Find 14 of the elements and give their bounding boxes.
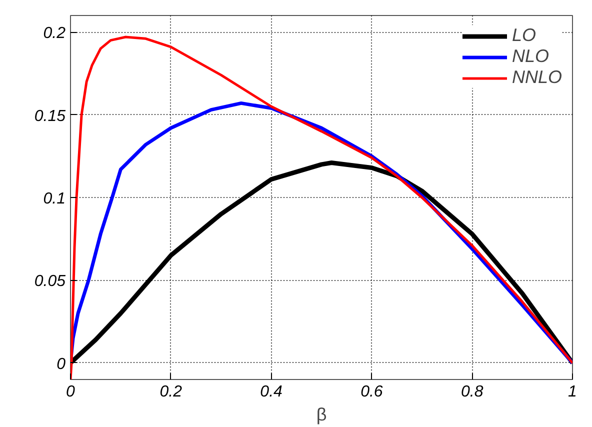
x-tick-label: 1 — [568, 384, 577, 400]
x-tick-label: 0.4 — [260, 384, 283, 400]
x-tick-label: 0.8 — [460, 384, 484, 400]
legend-label: NLO — [512, 46, 549, 67]
legend-label: LO — [512, 25, 536, 46]
y-tick-label: 0 — [56, 356, 66, 373]
y-tick-label: 0.15 — [34, 108, 66, 125]
y-tick-label: 0.2 — [43, 25, 66, 42]
y-tick-label: 0.1 — [43, 190, 66, 208]
y-tick-label: 0.05 — [34, 273, 66, 290]
x-tick-label: 0.6 — [360, 384, 383, 400]
x-tick-label: 0.2 — [160, 384, 182, 400]
x-axis-title: β — [316, 404, 327, 424]
legend-label: NNLO — [512, 67, 562, 88]
